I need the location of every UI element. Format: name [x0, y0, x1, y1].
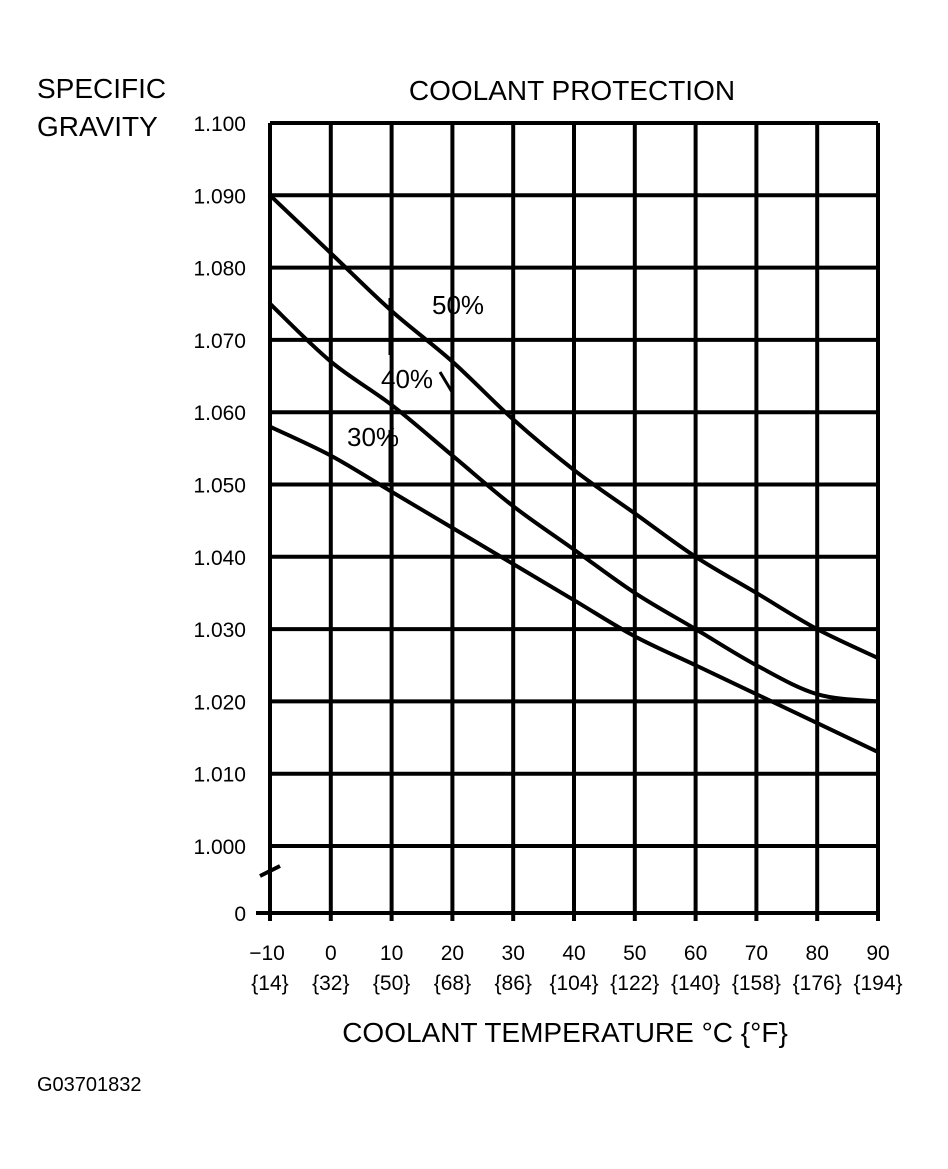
x-tick-label-celsius: 80 — [806, 942, 829, 965]
x-tick-label-celsius: 0 — [325, 942, 337, 965]
figure-id: G03701832 — [37, 1074, 142, 1096]
x-tick-label-fahrenheit: {50} — [373, 972, 410, 995]
y-tick-label: 1.100 — [193, 113, 246, 136]
x-axis-label: COOLANT TEMPERATURE °C {°F} — [342, 1017, 788, 1048]
x-tick-label-celsius: 90 — [866, 942, 889, 965]
x-tick-label-fahrenheit: {158} — [732, 972, 781, 995]
x-tick-label-fahrenheit: {14} — [251, 972, 288, 995]
x-tick-labels: −10 0 10 20 30 40 50 60 70 80 90 {14} {32} {50} {68} {8… — [249, 942, 902, 995]
x-tick-label-celsius: 30 — [502, 942, 525, 965]
y-tick-labels: 0 1.000 1.010 1.020 1.030 1.040 1.050 1.060 1.07… — [193, 113, 246, 926]
y-tick-label: 1.040 — [193, 547, 246, 570]
y-tick-label: 1.020 — [193, 691, 246, 714]
y-axis-label-line1: SPECIFIC — [37, 73, 166, 104]
x-tick-label-fahrenheit: {86} — [495, 972, 532, 995]
x-tick-label-fahrenheit: {140} — [671, 972, 720, 995]
y-tick-label: 1.050 — [193, 475, 246, 498]
series-line-50pct — [268, 193, 880, 661]
x-tick-label-celsius: −10 — [249, 942, 285, 965]
series-line-30pct — [268, 424, 880, 755]
y-tick-label: 1.060 — [193, 402, 246, 425]
x-tick-label-celsius: 10 — [380, 942, 403, 965]
series-label-50pct: 50% — [432, 290, 484, 320]
y-tick-label: 0 — [234, 903, 246, 926]
x-tick-label-celsius: 20 — [441, 942, 464, 965]
x-tick-label-fahrenheit: {32} — [312, 972, 349, 995]
x-tick-label-fahrenheit: {68} — [434, 972, 471, 995]
x-tick-label-celsius: 50 — [623, 942, 646, 965]
y-tick-label: 1.080 — [193, 258, 246, 281]
data-series: 50% 40% 30% — [268, 193, 880, 755]
x-tick-label-celsius: 60 — [684, 942, 707, 965]
y-tick-label: 1.010 — [193, 764, 246, 787]
x-tick-label-fahrenheit: {122} — [610, 972, 659, 995]
y-tick-label: 1.030 — [193, 619, 246, 642]
y-axis-label-line2: GRAVITY — [37, 111, 158, 142]
series-label-40pct: 40% — [381, 364, 433, 394]
series-line-40pct — [268, 301, 880, 704]
grid — [256, 121, 880, 921]
x-tick-label-celsius: 70 — [745, 942, 768, 965]
y-tick-label: 1.070 — [193, 330, 246, 353]
chart-title: COOLANT PROTECTION — [409, 75, 735, 106]
x-tick-label-fahrenheit: {194} — [853, 972, 902, 995]
y-tick-label: 1.000 — [193, 836, 246, 859]
x-tick-label-celsius: 40 — [562, 942, 585, 965]
series-label-leader — [438, 371, 454, 393]
x-tick-label-fahrenheit: {104} — [549, 972, 598, 995]
y-tick-label: 1.090 — [193, 185, 246, 208]
x-tick-label-fahrenheit: {176} — [793, 972, 842, 995]
axis-break-mark — [259, 864, 281, 878]
series-label-30pct: 30% — [347, 422, 399, 452]
